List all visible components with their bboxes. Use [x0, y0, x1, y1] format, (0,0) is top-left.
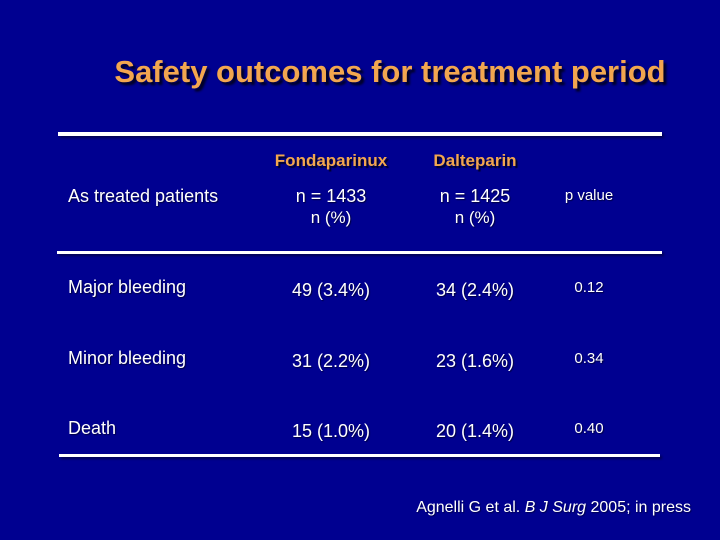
death-fondaparinux-value: 15 (1.0%): [291, 421, 371, 441]
citation-year: 2005; in press: [586, 499, 691, 516]
divider-bottom: [59, 454, 660, 457]
dalteparin-unit-label: n (%): [454, 208, 496, 227]
column-header-dalteparin: Dalteparin: [433, 151, 517, 170]
fondaparinux-n-count: n = 1433: [295, 186, 367, 206]
minor-bleeding-fondaparinux-value: 31 (2.2%): [291, 351, 371, 371]
column-header-p-value: p value: [564, 187, 614, 204]
death-dalteparin-value: 20 (1.4%): [435, 421, 515, 441]
citation: Agnelli G et al. B J Surg 2005; in press: [416, 499, 691, 517]
major-bleeding-p-value: 0.12: [574, 279, 604, 296]
divider-top: [58, 132, 662, 136]
fondaparinux-unit-label: n (%): [310, 208, 352, 227]
row-label-death: Death: [68, 418, 117, 438]
divider-header: [57, 251, 662, 254]
death-p-value: 0.40: [574, 420, 604, 437]
citation-authors: Agnelli G et al.: [416, 499, 525, 516]
slide-title: Safety outcomes for treatment period: [114, 54, 666, 89]
column-header-fondaparinux-pos: Fondaparinux: [274, 151, 388, 170]
major-bleeding-dalteparin-value: 34 (2.4%): [435, 280, 515, 300]
minor-bleeding-dalteparin-value: 23 (1.6%): [435, 351, 515, 371]
major-bleeding-fondaparinux-value: 49 (3.4%): [291, 280, 371, 300]
row-group-header: As treated patients: [68, 186, 219, 206]
minor-bleeding-p-value: 0.34: [574, 350, 604, 367]
citation-journal: B J Surg: [524, 499, 587, 516]
dalteparin-n-count: n = 1425: [439, 186, 511, 206]
row-label-major-bleeding: Major bleeding: [68, 277, 187, 297]
row-label-minor-bleeding: Minor bleeding: [68, 348, 187, 368]
